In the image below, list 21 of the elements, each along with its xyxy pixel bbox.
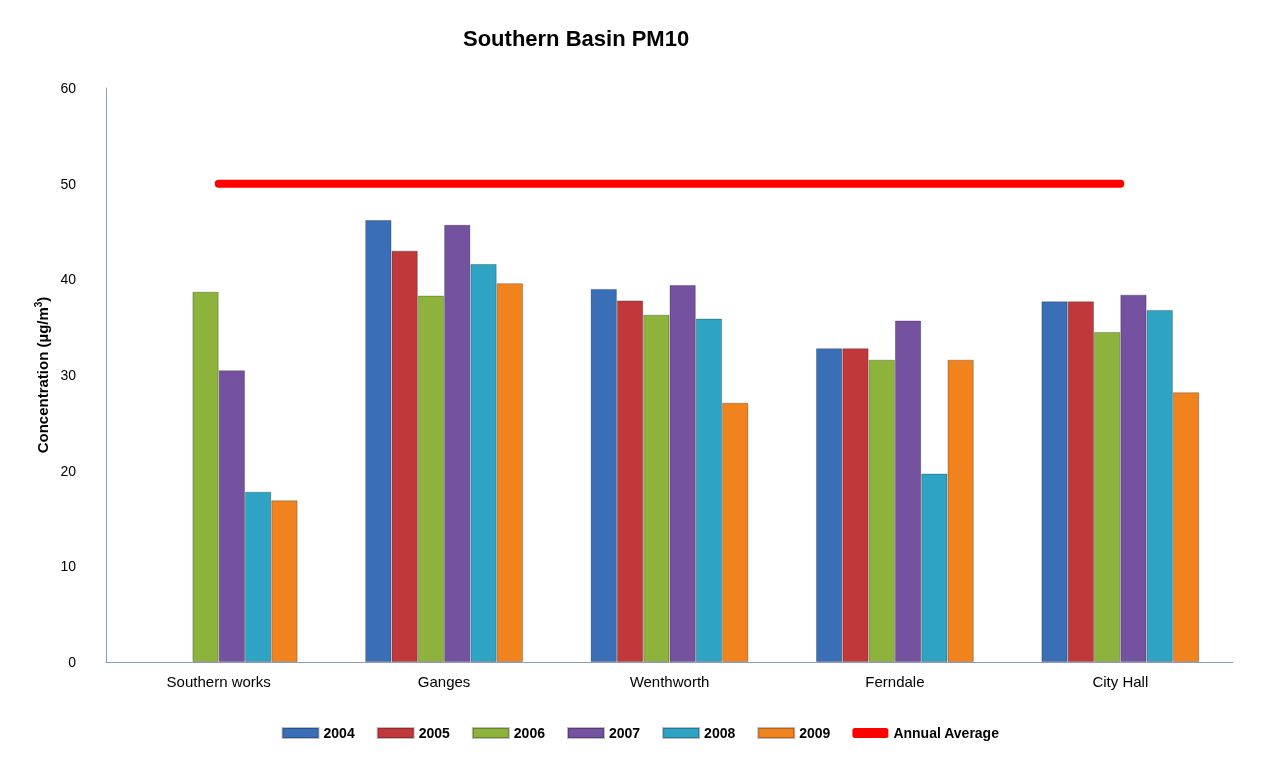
legend-label: 2008: [704, 725, 736, 741]
legend-label: Annual Average: [893, 725, 1000, 741]
y-tick-label: 40: [60, 271, 77, 288]
legend-label: 2009: [799, 725, 831, 741]
y-tick-label: 20: [60, 462, 77, 479]
x-tick-label: Southern works: [166, 673, 271, 690]
x-tick-label: Ferndale: [865, 673, 925, 690]
legend-label: 2007: [608, 725, 641, 741]
y-tick-label: 60: [60, 80, 77, 96]
chart-title: Southern Basin PM10: [463, 25, 690, 51]
y-tick-label: 0: [68, 654, 77, 670]
x-tick-label: Wenthworth: [629, 673, 710, 690]
y-tick-label: 30: [60, 367, 77, 383]
y-tick-label: 10: [60, 558, 77, 575]
y-axis-title: Concentration (µg/m3): [32, 296, 51, 454]
x-tick-label: City Hall: [1092, 673, 1149, 690]
legend-label: 2006: [513, 725, 546, 741]
y-tick-label: 50: [60, 175, 77, 192]
legend-label: 2004: [323, 725, 355, 741]
legend-label: 2005: [418, 725, 451, 741]
x-tick-label: Ganges: [417, 673, 471, 690]
